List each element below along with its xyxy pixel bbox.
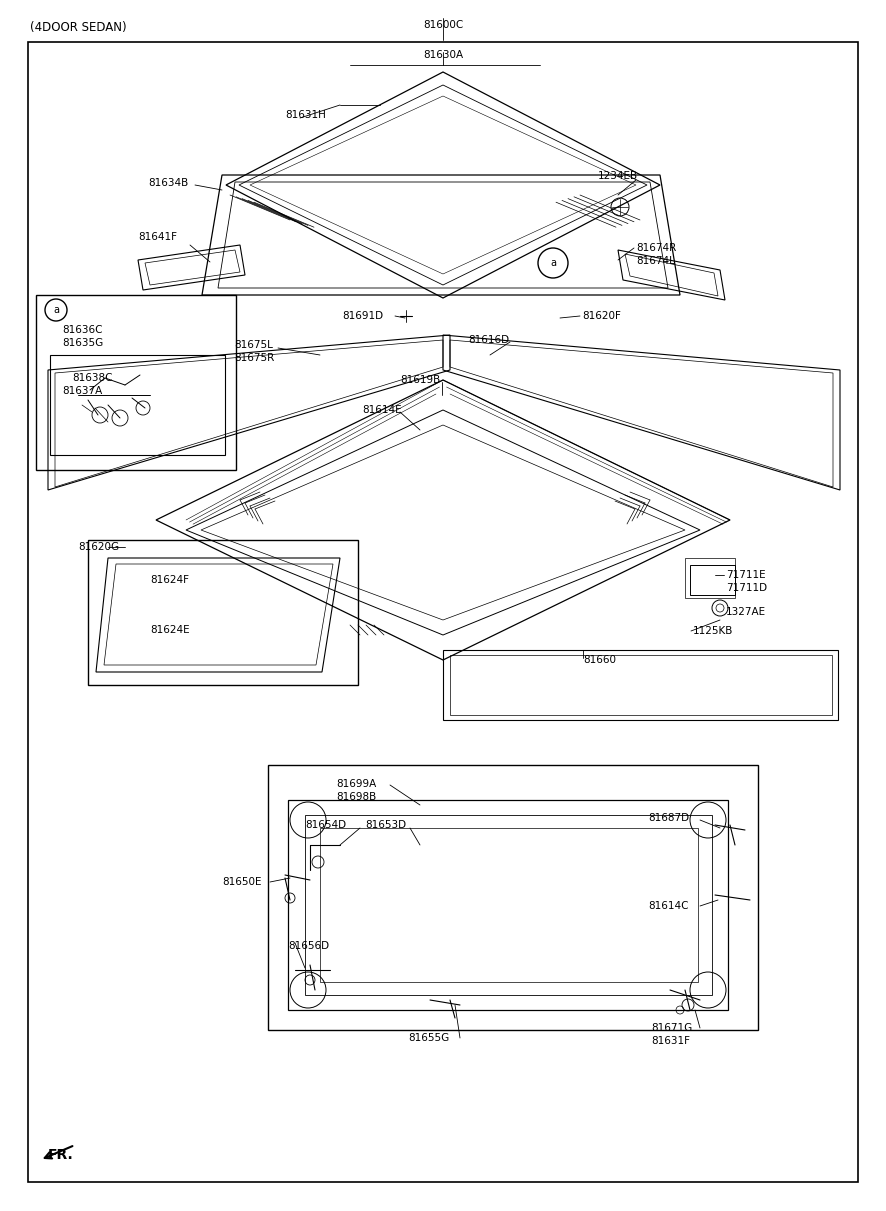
Text: 81641F: 81641F — [138, 233, 177, 242]
Text: FR.: FR. — [48, 1148, 74, 1163]
Text: 81675L: 81675L — [234, 340, 273, 350]
Text: 81674L: 81674L — [636, 256, 675, 266]
Text: 71711D: 71711D — [726, 582, 767, 593]
Bar — [36, 295, 236, 470]
Bar — [685, 558, 735, 598]
Text: 81687D: 81687D — [648, 813, 689, 823]
Text: 1327AE: 1327AE — [726, 607, 766, 616]
Text: 81698B: 81698B — [336, 792, 377, 802]
Bar — [268, 765, 758, 1031]
Text: 81638C: 81638C — [72, 373, 113, 383]
Text: 81630A: 81630A — [423, 50, 463, 61]
Text: 81624E: 81624E — [150, 625, 190, 635]
Text: 81634B: 81634B — [148, 178, 188, 188]
Text: a: a — [550, 258, 556, 268]
Text: 81631F: 81631F — [651, 1035, 690, 1046]
Text: 81691D: 81691D — [342, 311, 383, 321]
Text: 81635G: 81635G — [62, 338, 104, 348]
Text: 81619B: 81619B — [400, 375, 440, 385]
Text: 81620F: 81620F — [582, 311, 621, 321]
Text: 81699A: 81699A — [336, 779, 377, 790]
Text: (4DOOR SEDAN): (4DOOR SEDAN) — [30, 22, 127, 34]
Bar — [50, 355, 225, 455]
Text: 81616D: 81616D — [468, 335, 509, 345]
Text: 1125KB: 1125KB — [693, 626, 734, 636]
Text: 81655G: 81655G — [408, 1033, 449, 1043]
Text: 81650E: 81650E — [222, 877, 261, 886]
Text: 81654D: 81654D — [305, 820, 346, 830]
Text: 71711E: 71711E — [726, 570, 766, 580]
Text: 81674R: 81674R — [636, 243, 676, 253]
Text: 81631H: 81631H — [285, 110, 326, 120]
Bar — [690, 566, 735, 595]
Text: 81656D: 81656D — [288, 941, 329, 951]
Text: 81636C: 81636C — [62, 325, 103, 335]
Text: 81614C: 81614C — [648, 901, 688, 911]
Text: 81637A: 81637A — [62, 386, 102, 396]
Text: 81653D: 81653D — [365, 820, 406, 830]
Text: 81614E: 81614E — [362, 404, 401, 415]
Text: 81675R: 81675R — [234, 352, 275, 363]
Text: 81660: 81660 — [583, 655, 616, 665]
Text: 81600C: 81600C — [423, 21, 463, 30]
Bar — [88, 540, 358, 685]
Text: 1234EB: 1234EB — [598, 171, 638, 180]
Text: 81620G: 81620G — [78, 543, 119, 552]
Text: 81671G: 81671G — [651, 1023, 692, 1033]
Text: 81624F: 81624F — [150, 575, 189, 585]
Text: a: a — [53, 305, 59, 315]
